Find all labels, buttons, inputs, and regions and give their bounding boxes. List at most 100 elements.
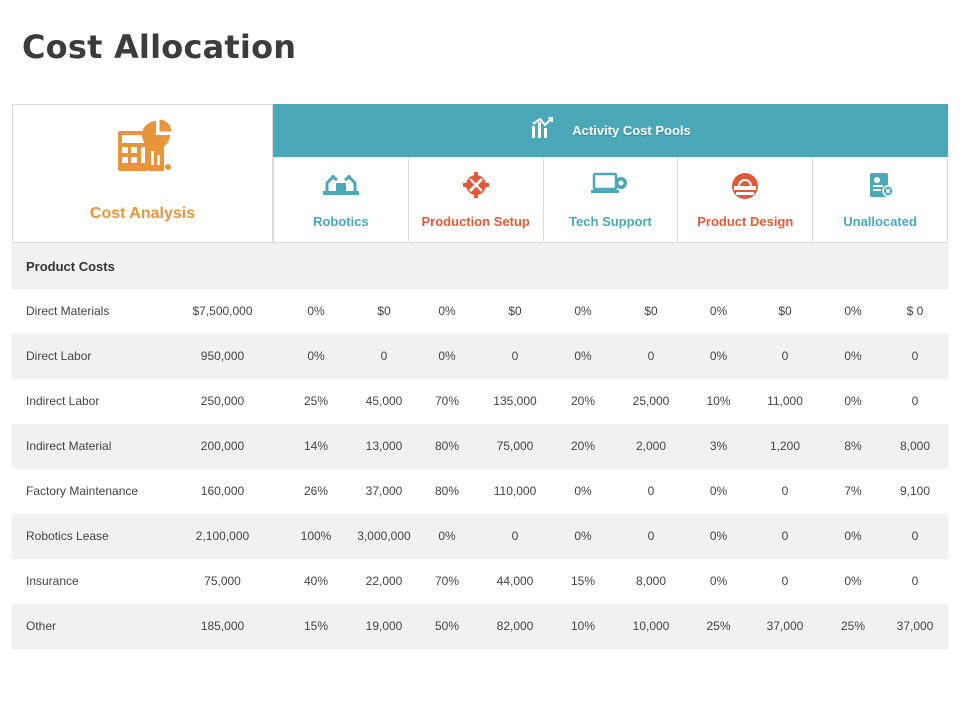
pool-headers: Robotics Production Setup — [273, 157, 948, 243]
allocation-percent: 80% — [434, 484, 460, 498]
allocation-percent: 0% — [307, 304, 325, 318]
allocation-amount: 0 — [781, 574, 789, 588]
allocation-percent: 70% — [434, 394, 460, 408]
allocation-percent: 0% — [555, 514, 611, 559]
allocation-percent: 0% — [419, 514, 475, 559]
pool-tech-support: Tech Support — [543, 157, 679, 243]
allocation-percent: 80% — [419, 424, 475, 469]
table-header: Cost Analysis Activity Cost Pools — [12, 104, 948, 243]
cost-grid: Product Costs Direct Materials $7,500,000… — [12, 243, 948, 649]
section-product-costs: Product Costs — [12, 243, 948, 289]
allocation-percent: 25% — [303, 394, 329, 408]
allocation-amount: 37,000 — [365, 484, 403, 498]
allocation-percent: 0% — [709, 304, 728, 318]
row-label: Direct Labor — [12, 334, 162, 379]
allocation-percent: 3% — [691, 424, 746, 469]
allocation-amount: $0 — [778, 304, 792, 318]
pool-product-design: Product Design — [678, 157, 814, 243]
allocation-amount: 8,000 — [882, 424, 948, 469]
pool-label-unallocated: Unallocated — [843, 214, 917, 229]
allocation-percent: 0% — [709, 484, 728, 498]
row-total: 185,000 — [162, 604, 283, 649]
allocation-amount: 37,000 — [882, 604, 948, 649]
allocation-percent: 15% — [570, 574, 596, 588]
allocation-percent: 0% — [283, 334, 349, 379]
row-total: 160,000 — [200, 484, 245, 498]
row-total: $7,500,000 — [192, 304, 253, 318]
allocation-amount: 0 — [611, 334, 691, 379]
allocation-percent: 15% — [283, 604, 349, 649]
cost-allocation-table: Cost Analysis Activity Cost Pools — [12, 104, 948, 649]
allocation-amount: 1,200 — [746, 424, 824, 469]
allocation-amount: 22,000 — [365, 574, 403, 588]
allocation-percent: 26% — [303, 484, 329, 498]
allocation-amount: 0 — [911, 394, 919, 408]
allocation-percent: 0% — [709, 574, 728, 588]
allocation-percent: 0% — [844, 304, 862, 318]
allocation-percent: 0% — [844, 394, 862, 408]
row-total: 75,000 — [204, 574, 241, 588]
allocation-percent: 100% — [283, 514, 349, 559]
allocation-amount: 19,000 — [349, 604, 419, 649]
gear-wrench-icon — [462, 171, 490, 204]
row-label: Indirect Material — [12, 424, 162, 469]
allocation-percent: 25% — [824, 604, 882, 649]
allocation-amount: 13,000 — [349, 424, 419, 469]
protractor-icon — [730, 171, 760, 206]
cost-analysis-label: Cost Analysis — [89, 205, 196, 222]
allocation-amount: 8,000 — [635, 574, 667, 588]
allocation-amount: 0 — [475, 514, 555, 559]
allocation-percent: 20% — [555, 424, 611, 469]
allocation-percent: 0% — [574, 484, 592, 498]
pool-production-setup: Production Setup — [408, 157, 544, 243]
allocation-amount: 0 — [475, 334, 555, 379]
allocation-percent: 50% — [419, 604, 475, 649]
allocation-percent: 0% — [555, 334, 611, 379]
row-total: 250,000 — [200, 394, 245, 408]
allocation-percent: 10% — [555, 604, 611, 649]
pool-robotics: Robotics — [273, 157, 409, 243]
row-label: Other — [12, 604, 162, 649]
allocation-percent: 40% — [303, 574, 329, 588]
allocation-percent: 0% — [438, 304, 456, 318]
allocation-amount: 11,000 — [767, 394, 803, 408]
allocation-amount: 2,000 — [611, 424, 691, 469]
pool-label-product-design: Product Design — [697, 214, 794, 229]
allocation-amount: 0 — [882, 334, 948, 379]
allocation-amount: 45,000 — [365, 394, 403, 408]
allocation-amount: 0 — [781, 484, 789, 498]
allocation-amount: 9,100 — [899, 484, 931, 498]
allocation-amount: 0 — [911, 574, 919, 588]
allocation-amount: 10,000 — [611, 604, 691, 649]
pool-label-production-setup: Production Setup — [421, 214, 530, 229]
activity-cost-pools-banner: Activity Cost Pools — [273, 104, 948, 157]
allocation-percent: 20% — [570, 394, 596, 408]
laptop-gear-icon — [591, 171, 629, 202]
allocation-percent: 7% — [844, 484, 862, 498]
allocation-amount: 0 — [349, 334, 419, 379]
row-total: 950,000 — [162, 334, 283, 379]
cost-analysis-cell: Cost Analysis — [12, 104, 273, 243]
allocation-amount: 0 — [647, 484, 655, 498]
pool-label-robotics: Robotics — [313, 214, 369, 229]
row-label: Insurance — [26, 574, 79, 588]
allocation-amount: 82,000 — [475, 604, 555, 649]
allocation-percent: 0% — [844, 574, 862, 588]
allocation-amount: 0 — [746, 334, 824, 379]
allocation-percent: 0% — [574, 304, 592, 318]
allocation-amount: 135,000 — [493, 394, 537, 408]
allocation-percent: 0% — [824, 334, 882, 379]
allocation-amount: 25,000 — [632, 394, 670, 408]
allocation-percent: 0% — [419, 334, 475, 379]
pool-unallocated: Unallocated — [813, 157, 948, 243]
allocation-percent: 0% — [691, 514, 746, 559]
row-label: Robotics Lease — [12, 514, 162, 559]
allocation-percent: 14% — [283, 424, 349, 469]
allocation-amount: $0 — [644, 304, 658, 318]
allocation-amount: 110,000 — [493, 484, 537, 498]
allocation-amount: $0 — [508, 304, 522, 318]
row-label: Indirect Labor — [26, 394, 100, 408]
allocation-amount: $0 — [377, 304, 391, 318]
allocation-percent: 25% — [691, 604, 746, 649]
robot-arm-icon — [321, 171, 361, 204]
